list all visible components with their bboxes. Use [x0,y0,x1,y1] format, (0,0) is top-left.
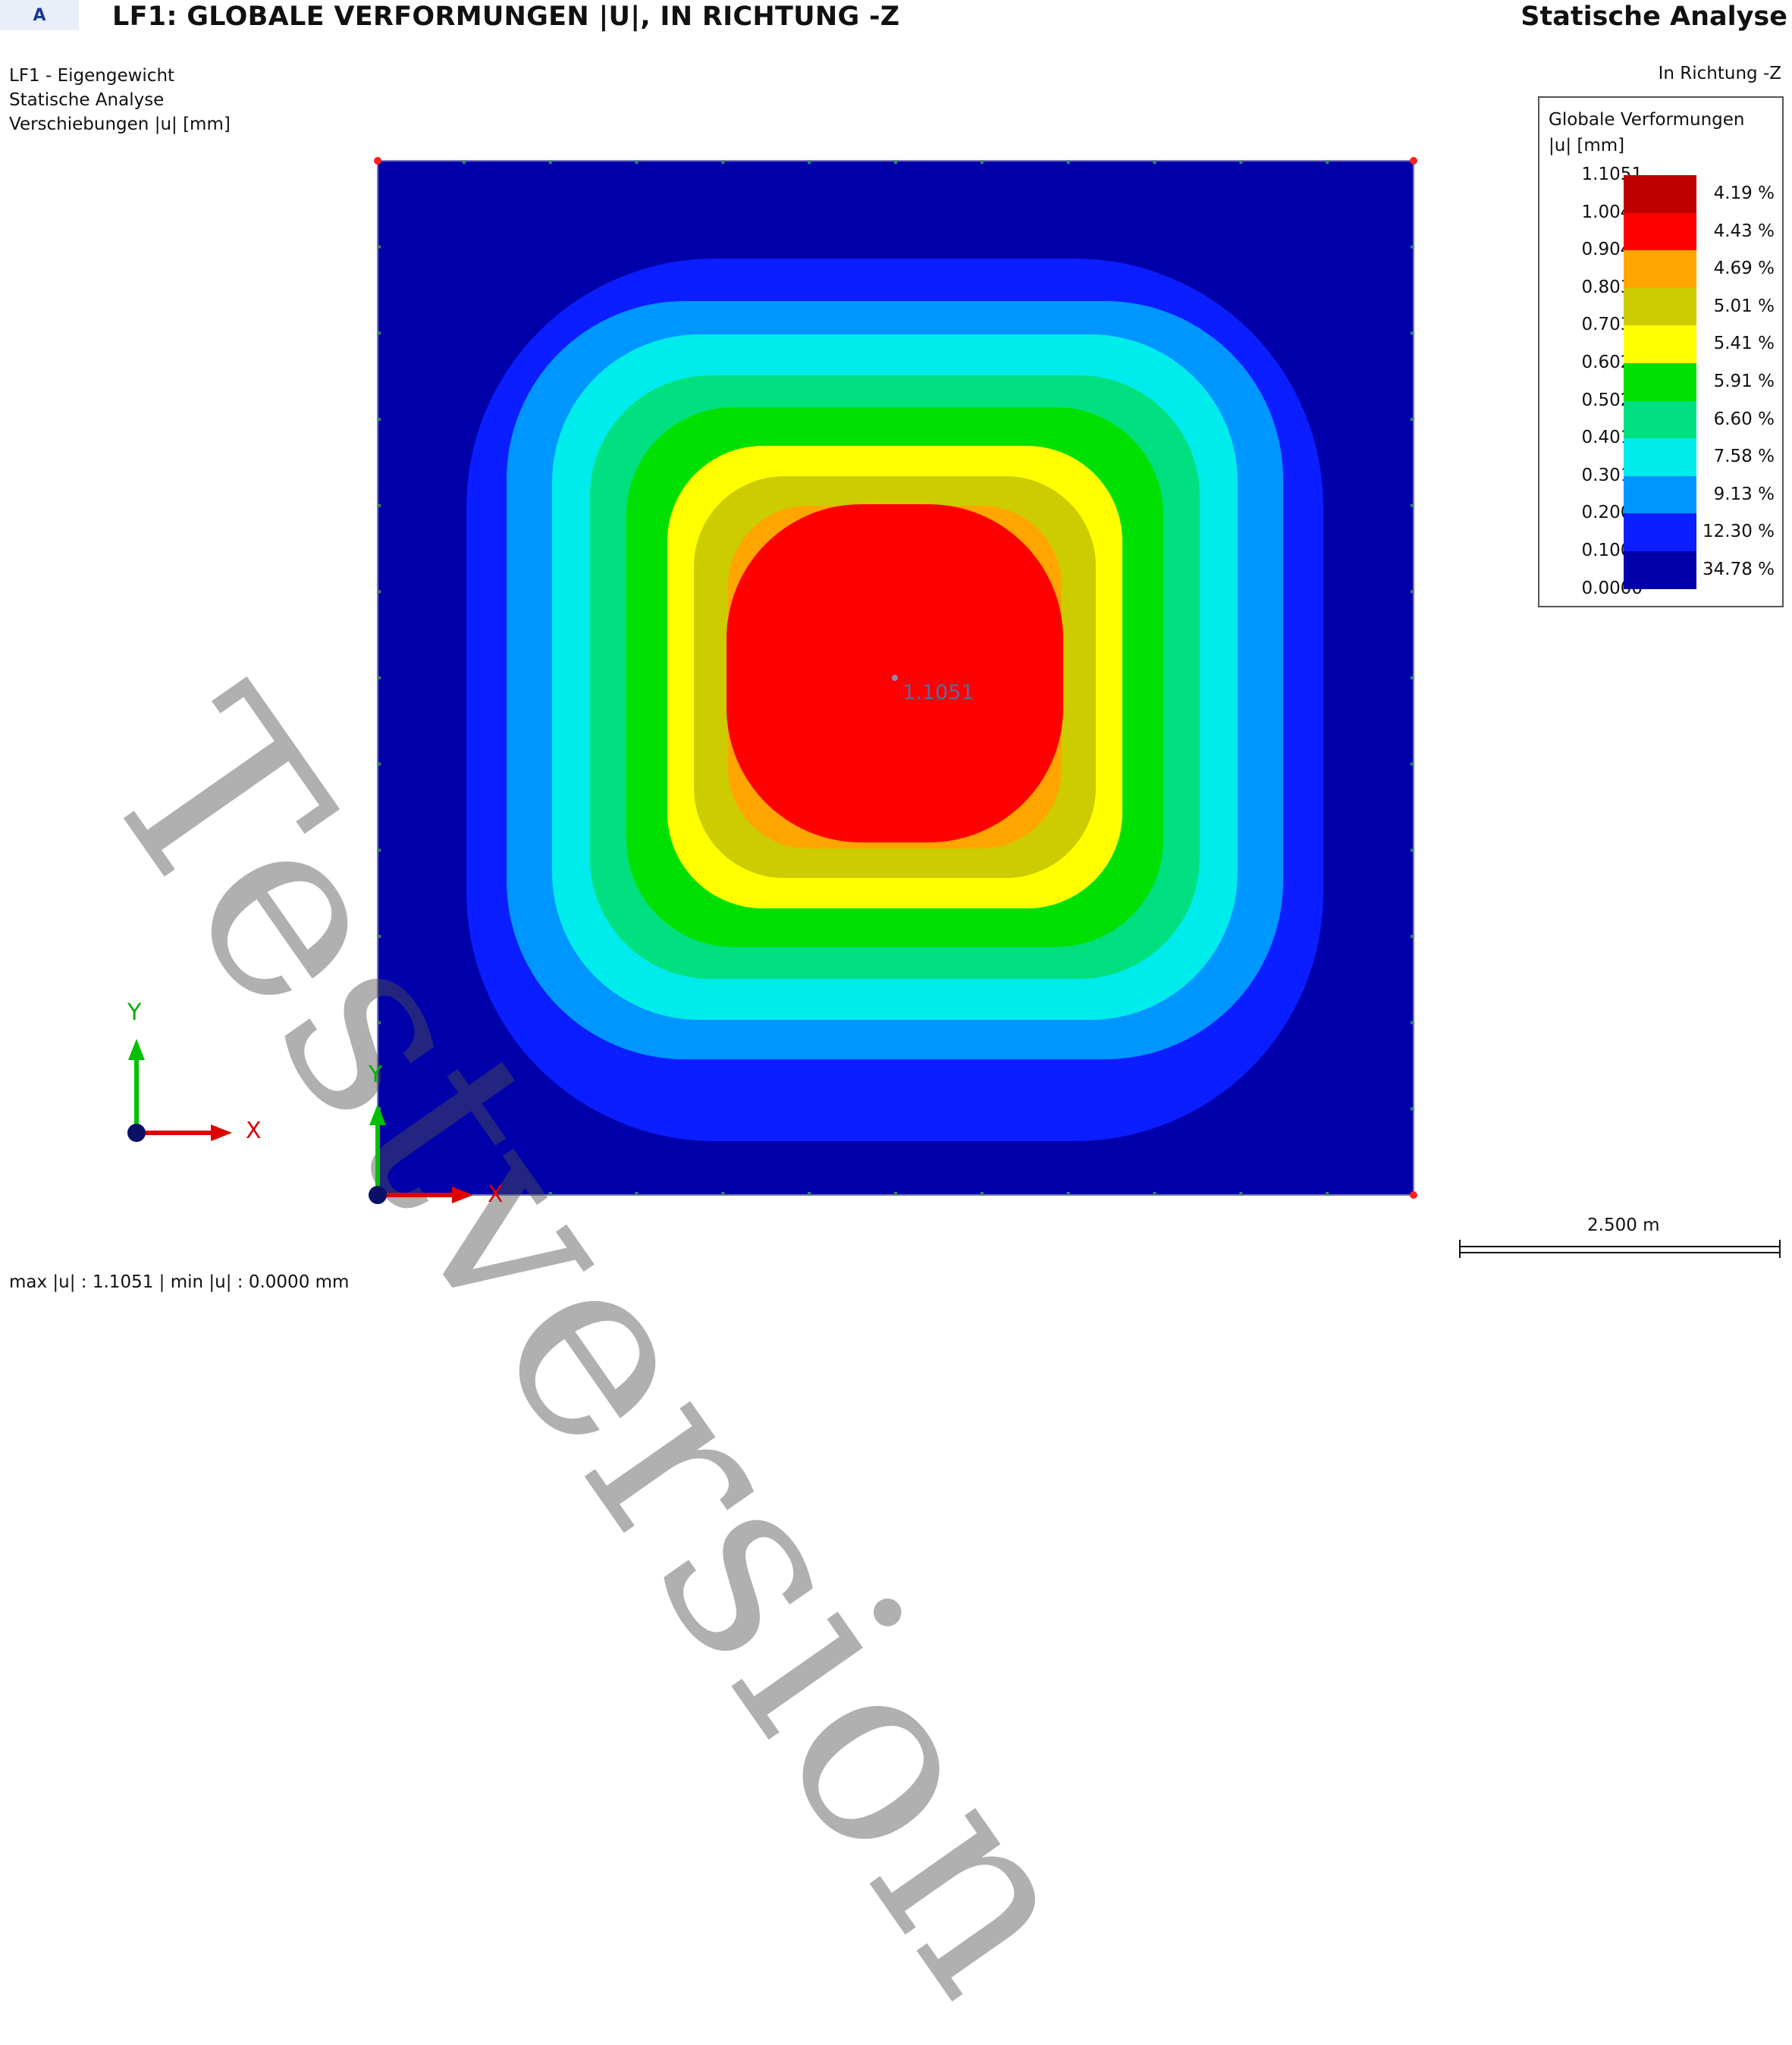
result-summary: max |u| : 1.1051 | min |u| : 0.0000 mm [9,1272,350,1292]
direction-label: In Richtung -Z [1658,64,1781,83]
legend-swatch [1624,475,1696,514]
legend-swatch [1624,250,1696,289]
local-axis-triad [369,1104,473,1204]
legend-percent: 6.60 % [1713,409,1775,429]
scale-label: 2.500 m [1587,1215,1660,1235]
legend-swatch [1624,175,1696,213]
local-x-axis-label: X [488,1181,504,1208]
origin-dot [127,1124,146,1142]
global-axis-triad [127,1039,232,1142]
x-axis-arrow-icon [211,1124,232,1141]
analysis-type-label: Statische Analyse [1521,2,1787,32]
legend-percent: 7.58 % [1713,447,1775,467]
local-y-arrow-icon [369,1104,386,1125]
color-legend: Globale Verformungen |u| [mm] 1.1051 1.00… [1538,96,1784,607]
y-axis-arrow-icon [128,1039,145,1060]
legend-percent: 5.41 % [1713,334,1775,354]
legend-swatch [1624,287,1696,326]
legend-percent: 5.01 % [1713,296,1775,316]
legend-swatch [1624,400,1696,439]
legend-title: Globale Verformungen |u| [mm] [1549,107,1745,158]
x-axis-label: X [246,1118,262,1144]
legend-swatch [1624,513,1696,552]
legend-percent: 4.43 % [1713,221,1775,241]
analysis-label: Statische Analyse [9,90,165,110]
legend-swatch [1624,438,1696,477]
legend-swatch [1624,363,1696,401]
local-y-axis-label: Y [369,1062,383,1088]
local-origin-dot [369,1186,387,1204]
scale-bar [1459,1240,1781,1258]
legend-title-line1: Globale Verformungen [1549,110,1745,130]
local-x-arrow-icon [452,1187,473,1203]
load-case-label: LF1 - Eigengewicht [9,66,175,86]
result-info: LF1 - Eigengewicht Statische Analyse Ver… [9,64,231,136]
legend-percent: 4.69 % [1713,259,1775,279]
view-tab-a[interactable]: A [0,0,79,30]
y-axis-label: Y [127,999,142,1026]
page-title: LF1: GLOBALE VERFORMUNGEN |U|, IN RICHTU… [112,2,900,32]
legend-percent: 5.91 % [1713,372,1775,391]
legend-percent: 4.19 % [1713,183,1775,203]
legend-percent: 12.30 % [1702,522,1775,542]
quantity-label: Verschiebungen |u| [mm] [9,114,231,134]
axis-triads [127,1039,473,1204]
legend-title-line2: |u| [mm] [1549,136,1625,155]
legend-swatch [1624,325,1696,364]
legend-swatch [1624,212,1696,251]
max-value-label: 1.1051 [902,681,974,704]
legend-swatch [1624,551,1696,589]
legend-percent: 9.13 % [1713,484,1775,504]
legend-percent: 34.78 % [1702,560,1775,579]
